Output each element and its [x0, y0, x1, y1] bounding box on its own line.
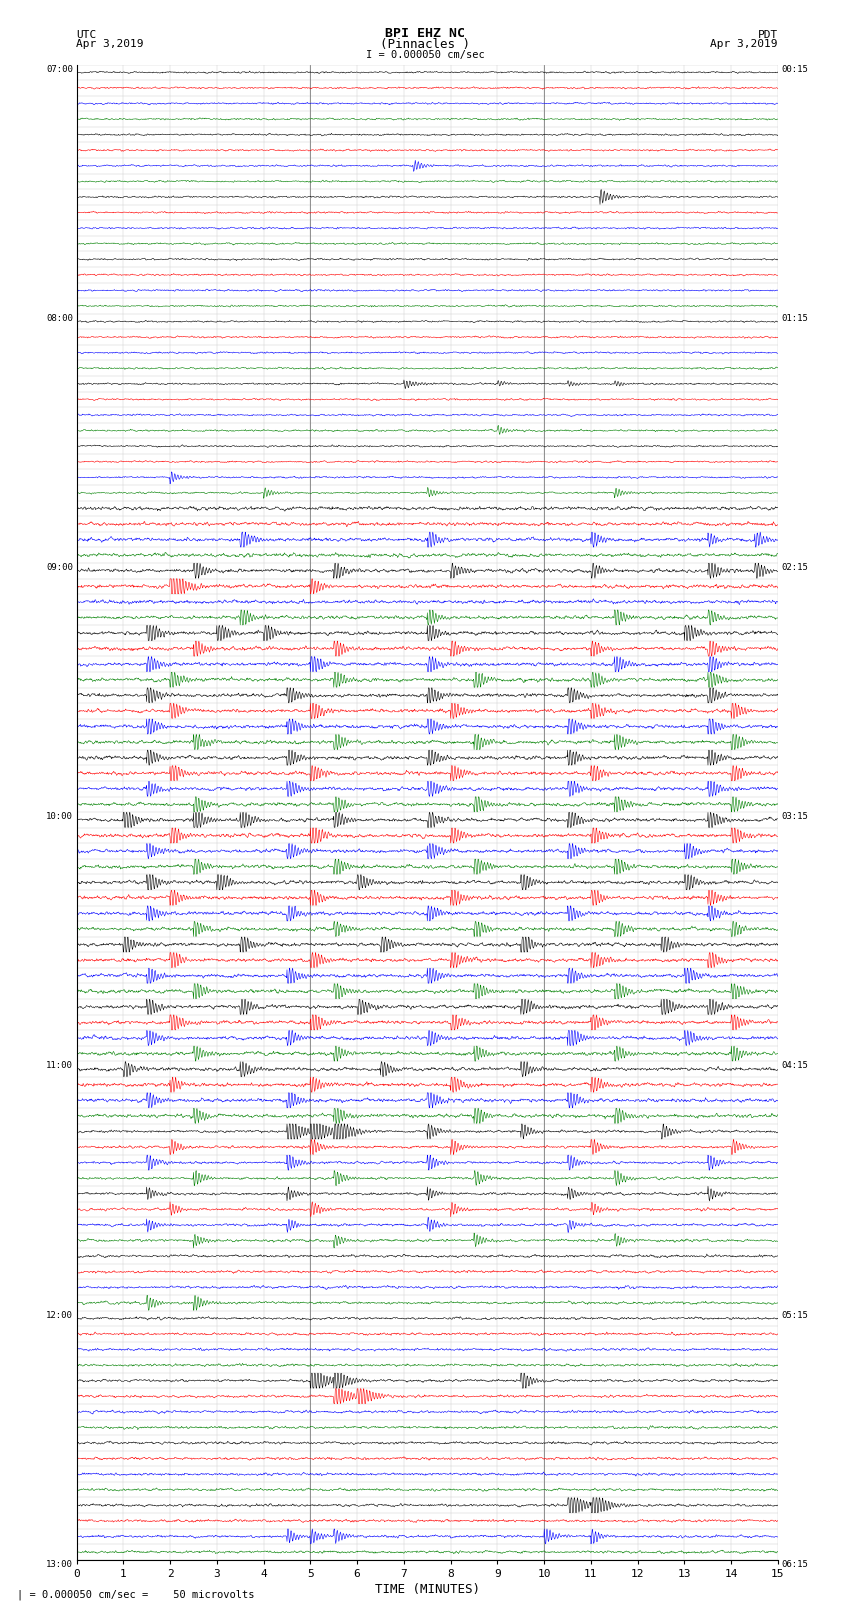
Text: 10:00: 10:00: [46, 813, 73, 821]
Text: 01:15: 01:15: [781, 313, 808, 323]
Text: 09:00: 09:00: [46, 563, 73, 573]
Text: PDT: PDT: [757, 29, 778, 39]
Text: 00:15: 00:15: [781, 65, 808, 74]
Text: Apr 3,2019: Apr 3,2019: [711, 39, 778, 50]
Text: Apr 3,2019: Apr 3,2019: [76, 39, 144, 50]
X-axis label: TIME (MINUTES): TIME (MINUTES): [375, 1582, 479, 1595]
Text: 04:15: 04:15: [781, 1061, 808, 1071]
Text: 11:00: 11:00: [46, 1061, 73, 1071]
Text: 02:15: 02:15: [781, 563, 808, 573]
Text: | = 0.000050 cm/sec =    50 microvolts: | = 0.000050 cm/sec = 50 microvolts: [17, 1589, 254, 1600]
Text: BPI EHZ NC: BPI EHZ NC: [385, 26, 465, 39]
Text: 08:00: 08:00: [46, 313, 73, 323]
Text: (Pinnacles ): (Pinnacles ): [380, 37, 470, 50]
Text: 13:00: 13:00: [46, 1560, 73, 1569]
Text: 03:15: 03:15: [781, 813, 808, 821]
Text: 12:00: 12:00: [46, 1310, 73, 1319]
Text: 05:15: 05:15: [781, 1310, 808, 1319]
Text: 06:15: 06:15: [781, 1560, 808, 1569]
Text: I = 0.000050 cm/sec: I = 0.000050 cm/sec: [366, 50, 484, 60]
Text: 07:00: 07:00: [46, 65, 73, 74]
Text: UTC: UTC: [76, 29, 97, 39]
